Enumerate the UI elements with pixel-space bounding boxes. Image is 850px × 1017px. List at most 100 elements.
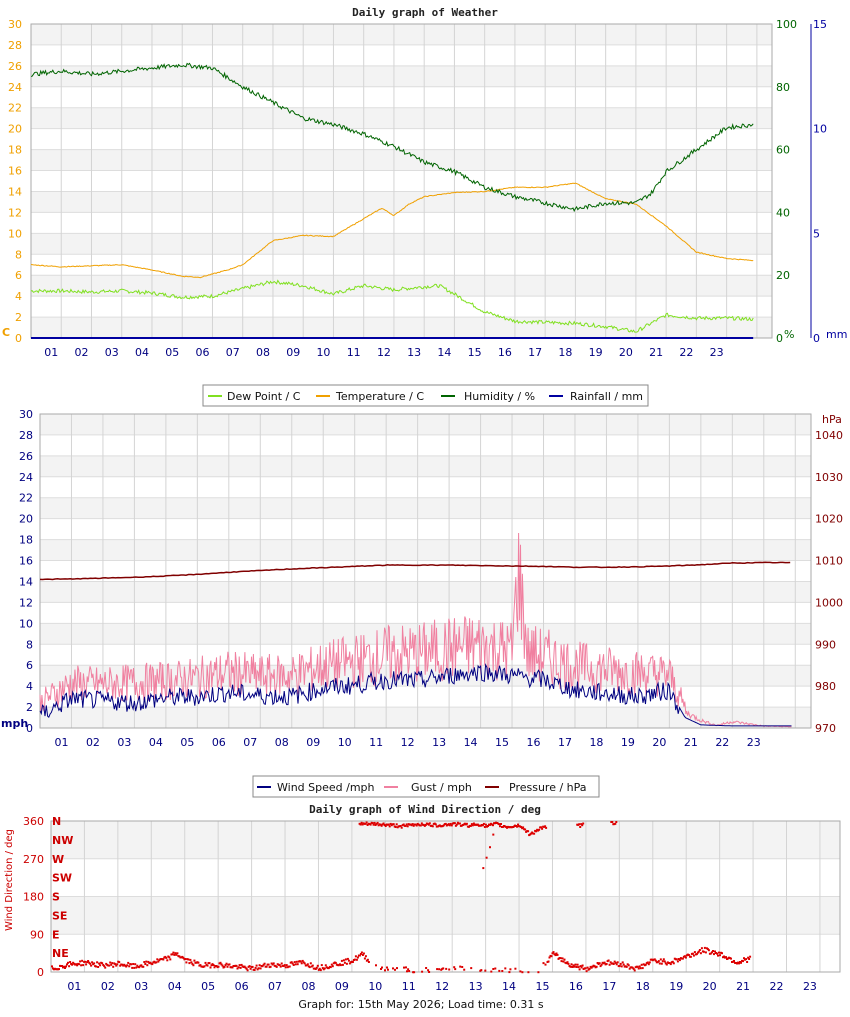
direction-point [410, 824, 413, 827]
compass-label: SE [52, 909, 67, 922]
direction-point [571, 966, 574, 968]
direction-point [684, 956, 687, 959]
direction-point [461, 966, 464, 968]
direction-point [330, 963, 333, 966]
direction-point [480, 969, 483, 972]
chart1-right1-unit: % [784, 328, 794, 341]
direction-point [406, 825, 409, 828]
direction-point [458, 822, 461, 825]
compass-label: SW [52, 872, 72, 885]
direction-point [361, 954, 364, 956]
x-tick-label: 08 [275, 736, 289, 749]
x-tick-label: 07 [268, 980, 282, 993]
direction-point [469, 824, 472, 827]
x-tick-label: 06 [235, 980, 249, 993]
direction-point [375, 964, 377, 967]
direction-point [599, 965, 602, 968]
direction-point [653, 958, 656, 961]
direction-point [415, 824, 418, 827]
direction-point [362, 952, 365, 955]
y-tick-wind: 30 [19, 408, 33, 421]
direction-point [365, 821, 368, 824]
direction-point [408, 970, 411, 972]
pressure-line [39, 561, 791, 581]
direction-point [267, 963, 270, 966]
x-tick-label: 22 [679, 346, 693, 359]
direction-point [306, 963, 309, 966]
direction-point [413, 971, 416, 974]
direction-point [453, 822, 456, 825]
direction-point [356, 956, 359, 959]
direction-point [257, 967, 260, 970]
x-tick-label: 06 [212, 736, 226, 749]
direction-point [527, 971, 530, 974]
direction-point [450, 824, 453, 827]
direction-point [672, 962, 675, 965]
direction-point [239, 966, 242, 969]
direction-point [420, 822, 423, 825]
chart2-legend: Wind Speed /mph Gust / mph Pressure / hP… [252, 775, 600, 798]
y-tick-direction: 90 [30, 928, 44, 941]
direction-point [704, 951, 707, 954]
direction-point [692, 954, 695, 957]
direction-point [355, 958, 358, 961]
gust-line [39, 532, 792, 728]
direction-point [382, 822, 385, 825]
direction-point [403, 966, 405, 969]
direction-point [663, 960, 666, 963]
y-tick-wind: 10 [19, 617, 33, 630]
y-tick-wind: 16 [19, 555, 33, 568]
direction-point [111, 962, 114, 965]
plot-frame [39, 413, 812, 729]
x-tick-label: 12 [401, 736, 415, 749]
x-tick-label: 22 [715, 736, 729, 749]
direction-point [625, 965, 628, 968]
y-tick-temp: 6 [15, 269, 22, 282]
direction-point [351, 961, 354, 963]
direction-point [127, 961, 130, 964]
direction-point [556, 953, 559, 956]
direction-point [130, 963, 133, 966]
direction-point [547, 960, 550, 963]
direction-point [301, 959, 304, 962]
direction-point [706, 948, 709, 951]
direction-point [299, 960, 302, 963]
direction-point [687, 954, 690, 956]
chart3-title: Daily graph of Wind Direction / deg [309, 803, 541, 816]
x-tick-label: 18 [589, 736, 603, 749]
direction-point [470, 967, 473, 970]
direction-point [292, 964, 295, 966]
wind-speed-line [39, 662, 792, 727]
y-tick-pressure: 970 [815, 722, 836, 735]
direction-point [58, 968, 60, 971]
direction-point [712, 950, 714, 952]
direction-point [614, 961, 617, 964]
direction-point [581, 824, 584, 827]
compass-label: S [52, 891, 60, 904]
y-tick-rain: 0 [813, 332, 820, 345]
direction-point [639, 967, 642, 970]
direction-point [730, 957, 732, 960]
direction-point [144, 963, 147, 965]
direction-point [367, 961, 370, 963]
y-tick-pressure: 1020 [815, 513, 843, 526]
direction-point [354, 955, 357, 958]
direction-point [348, 962, 351, 965]
direction-point [703, 946, 706, 949]
direction-point [404, 824, 407, 827]
chart2-right-unit: hPa [822, 413, 842, 426]
x-tick-label: 03 [134, 980, 148, 993]
wind-direction-chart: Daily graph of Wind Direction / deg 01 02… [4, 803, 841, 993]
direction-point [411, 823, 414, 826]
direction-point [347, 959, 350, 962]
x-tick-label: 05 [165, 346, 179, 359]
direction-point [95, 965, 98, 968]
direction-point [742, 960, 744, 963]
direction-point [199, 964, 202, 967]
x-tick-label: 09 [335, 980, 349, 993]
x-tick-label: 23 [710, 346, 724, 359]
direction-point [293, 961, 296, 964]
x-tick-label: 22 [770, 980, 784, 993]
x-tick-label: 17 [528, 346, 542, 359]
direction-point [662, 958, 665, 961]
